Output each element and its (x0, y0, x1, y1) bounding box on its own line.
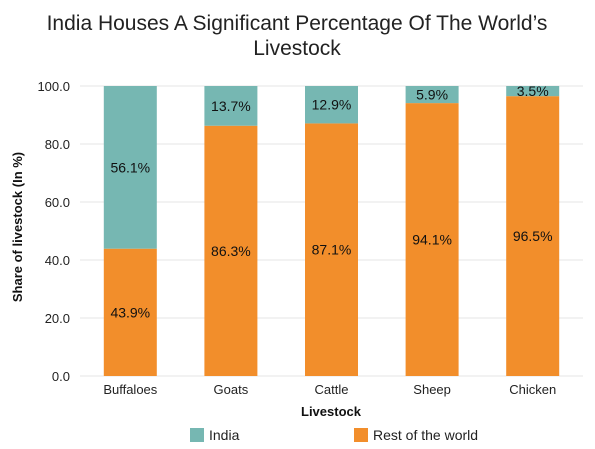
bar-buffaloes-india (103, 86, 157, 249)
legend: India Rest of the world (190, 427, 478, 443)
bar-chicken-rest-of-the-world (506, 96, 560, 377)
x-axis-ticks: Buffaloes Goats Cattle Sheep Chicken (103, 382, 556, 397)
x-tick-label: Goats (214, 382, 249, 397)
bar-value-label: 43.9% (110, 304, 150, 320)
x-axis-title: Livestock (301, 404, 362, 419)
y-tick-label: 60.0 (45, 195, 70, 210)
chart-title-line-2: Livestock (253, 37, 341, 60)
y-tick-label: 100.0 (37, 79, 70, 94)
x-tick-label: Cattle (315, 382, 349, 397)
y-tick-label: 80.0 (45, 137, 70, 152)
x-tick-label: Chicken (509, 382, 556, 397)
bar-cattle-rest-of-the-world (305, 123, 358, 376)
chart-title-line-1: India Houses A Significant Percentage Of… (47, 12, 548, 35)
bar-value-label: 13.7% (211, 98, 251, 114)
legend-label: Rest of the world (373, 427, 478, 443)
bar-goats-india (204, 86, 258, 126)
bar-buffaloes-rest-of-the-world (103, 248, 157, 376)
bar-cattle-india (305, 86, 358, 124)
bar-value-label: 87.1% (312, 242, 352, 258)
bar-value-label: 94.1% (412, 232, 452, 248)
bars: 43.9% 56.1% 86.3% 13.7% 87.1% 12.9% 94.1% 5.9% 9… (103, 83, 560, 377)
bar-sheep-rest-of-the-world (405, 103, 459, 377)
y-axis-ticks: 0.0 20.0 40.0 60.0 80.0 100.0 (37, 79, 70, 384)
bar-goats-rest-of-the-world (204, 125, 258, 376)
x-tick-label: Buffaloes (103, 382, 157, 397)
bar-value-label: 56.1% (110, 159, 150, 175)
y-tick-label: 40.0 (45, 253, 70, 268)
legend-swatch-rest-of-the-world (354, 428, 368, 442)
bar-value-label: 96.5% (513, 228, 553, 244)
y-axis-title: Share of livestock (In %) (10, 152, 25, 302)
bar-value-label: 5.9% (416, 87, 448, 103)
x-tick-label: Sheep (413, 382, 451, 397)
bar-value-label: 86.3% (211, 243, 251, 259)
bar-chicken-india (506, 86, 560, 97)
bar-sheep-india (405, 86, 459, 104)
legend-label: India (209, 427, 240, 443)
bar-value-label: 12.9% (312, 97, 352, 113)
legend-swatch-india (190, 428, 204, 442)
y-tick-label: 20.0 (45, 311, 70, 326)
bar-value-label: 3.5% (517, 83, 549, 99)
y-tick-label: 0.0 (52, 369, 70, 384)
